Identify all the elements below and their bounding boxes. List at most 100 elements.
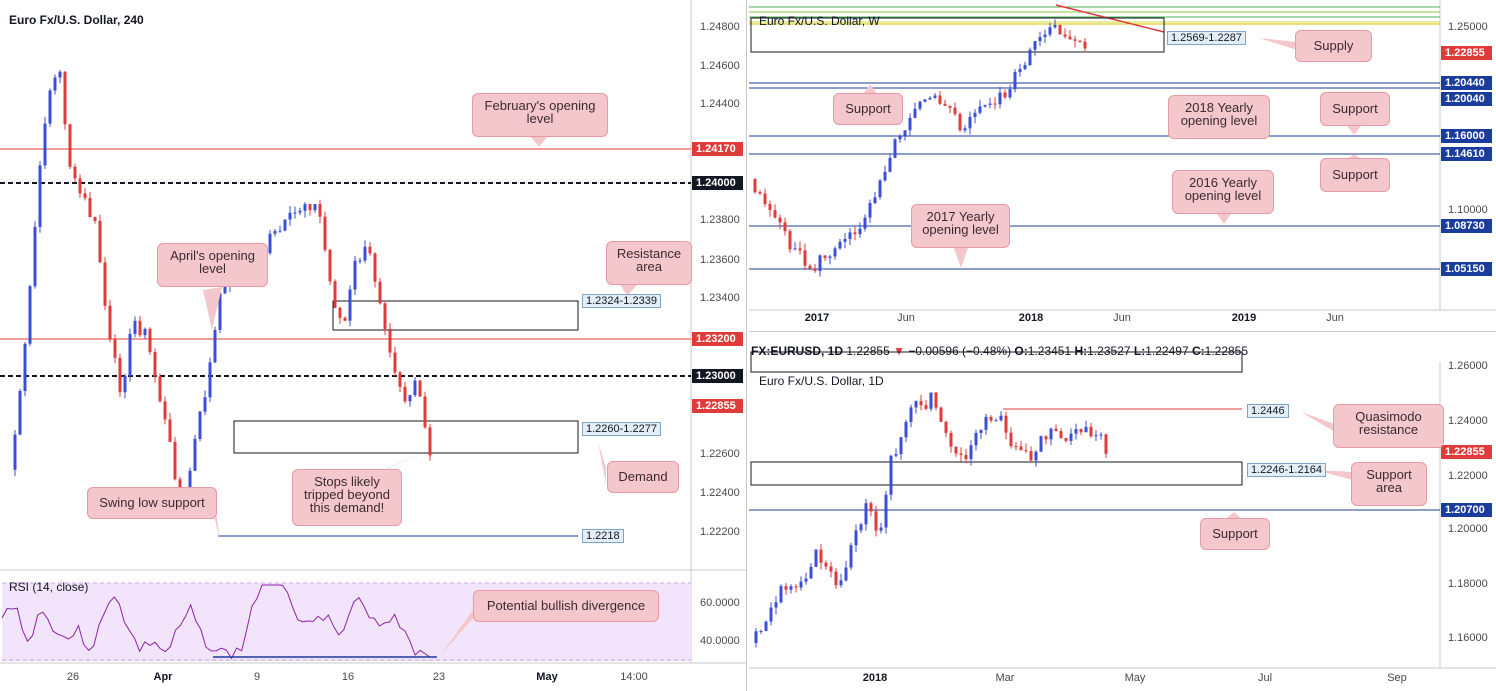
h4-candle-body (373, 253, 377, 282)
h4-candle-body (363, 246, 367, 261)
daily-candle-body (1094, 435, 1098, 437)
daily-candle-body (989, 416, 993, 421)
daily-candle-body (1064, 437, 1068, 441)
weekly-candle-body (1003, 92, 1007, 98)
daily-chart-svg (749, 351, 1496, 669)
h4-candle-body (273, 231, 277, 234)
h4-candle-body (383, 303, 387, 329)
weekly-candle-body (768, 204, 772, 211)
h4-candle-body (288, 212, 292, 220)
callout-stops-tripped: Stops likely tripped beyond this demand! (292, 469, 402, 526)
daily-candle-body (764, 621, 768, 631)
h4-price-tag: 1.24170 (692, 142, 743, 156)
weekly-chart-title: Euro Fx/U.S. Dollar, W (759, 14, 880, 28)
weekly-candle-body (968, 116, 972, 129)
daily-candle-body (799, 581, 803, 588)
h4-candle-body (33, 226, 37, 287)
h4-candle-body (103, 262, 107, 306)
daily-support-callout-pointer (1227, 512, 1241, 518)
daily-price-tag: 1.22855 (1441, 445, 1492, 459)
support1-callout-pointer (863, 84, 877, 94)
daily-candle-body (814, 549, 818, 567)
rsi-title: RSI (14, close) (9, 580, 89, 594)
weekly-candle-body (988, 103, 992, 105)
daily-candle-body (804, 578, 808, 582)
h4-candle-body (203, 397, 207, 412)
last-price: 1.22855 (846, 344, 890, 358)
h4-y-tick: 1.22200 (700, 526, 740, 538)
weekly-y-tick: 1.25000 (1448, 21, 1488, 33)
daily-candle-body (1039, 436, 1043, 452)
weekly-candle-body (1083, 41, 1087, 49)
daily-candle-body (809, 566, 813, 579)
rsi-tick-60: 60.0000 (700, 597, 740, 609)
weekly-candle-body (1043, 34, 1047, 37)
daily-candle-body (774, 602, 778, 608)
weekly-candle-body (1013, 72, 1017, 90)
daily-x-tick: 2018 (862, 672, 888, 684)
weekly-candle-body (1038, 36, 1042, 42)
zone-label-swing-low: 1.2218 (582, 529, 624, 543)
h4-candle-body (93, 217, 97, 221)
h4-x-tick: 26 (66, 671, 80, 683)
h4-candle-body (73, 166, 77, 179)
h4-candle-body (98, 220, 102, 263)
weekly-chart-svg (749, 0, 1496, 311)
yearly2017-callout-pointer (954, 248, 968, 268)
daily-chart-panel[interactable]: Euro Fx/U.S. Dollar, 1D 1.26000 1.24000 1.… (749, 351, 1496, 691)
demand-zone (233, 420, 579, 454)
h4-y-tick: 1.23800 (700, 214, 740, 226)
weekly-candle-body (773, 210, 777, 218)
weekly-candle-body (863, 217, 867, 229)
weekly-price-tag: 1.20440 (1441, 76, 1492, 90)
h4-x-tick: May (536, 671, 558, 683)
weekly-candle-body (878, 180, 882, 198)
h4-candle-body (423, 396, 427, 428)
daily-candle-body (939, 407, 943, 422)
h4-candle-body (28, 286, 32, 344)
h4-candle-body (163, 401, 167, 420)
daily-x-tick: Sep (1387, 672, 1407, 684)
h4-candle-body (343, 317, 347, 321)
h4-candle-body (113, 339, 117, 358)
daily-candle-body (754, 631, 758, 643)
weekly-candle-body (918, 101, 922, 109)
h4-candle-body (388, 328, 392, 353)
weekly-candle-body (898, 135, 902, 140)
h4-candle-body (393, 352, 397, 373)
weekly-price-tag: 1.22855 (1441, 46, 1492, 60)
daily-candle-body (769, 607, 773, 622)
h4-candle-body (88, 197, 92, 218)
down-arrow-icon: ▼ (893, 344, 905, 358)
daily-candle-body (824, 562, 828, 567)
h4-chart-panel[interactable]: Euro Fx/U.S. Dollar, 240 1.24800 1.24600 1… (0, 0, 747, 691)
weekly-candle-body (778, 217, 782, 223)
h4-candle-body (353, 260, 357, 290)
zone-label-resistance: 1.2324-1.2339 (582, 294, 661, 308)
daily-candle-body (1079, 429, 1083, 433)
daily-y-tick: 1.20000 (1448, 523, 1488, 535)
weekly-candle-body (1023, 65, 1027, 69)
weekly-price-tag: 1.05150 (1441, 262, 1492, 276)
supply-callout-pointer (1259, 38, 1297, 50)
daily-candle-body (864, 503, 868, 525)
daily-candle-body (829, 566, 833, 572)
callout-support-area: Support area (1351, 462, 1427, 506)
daily-candle-body (859, 524, 863, 531)
callout-swing-low-support: Swing low support (87, 487, 217, 519)
weekly-candle-body (993, 103, 997, 105)
h4-candle-body (328, 249, 332, 282)
daily-candle-body (949, 432, 953, 447)
daily-candle-body (834, 571, 838, 586)
h4-candle-body (53, 77, 57, 91)
daily-candle-body (919, 401, 923, 406)
h4-y-tick: 1.23600 (700, 254, 740, 266)
weekly-candle-body (803, 250, 807, 266)
daily-candle-body (1074, 429, 1078, 434)
daily-candle-body (849, 545, 853, 568)
h4-candle-body (63, 71, 67, 125)
quasimodo-callout-pointer (1301, 412, 1335, 432)
weekly-chart-panel[interactable]: Euro Fx/U.S. Dollar, W 1.25000 1.10000 20… (749, 0, 1496, 332)
h4-candle-body (318, 204, 322, 217)
weekly-x-tick: Jun (897, 312, 915, 324)
